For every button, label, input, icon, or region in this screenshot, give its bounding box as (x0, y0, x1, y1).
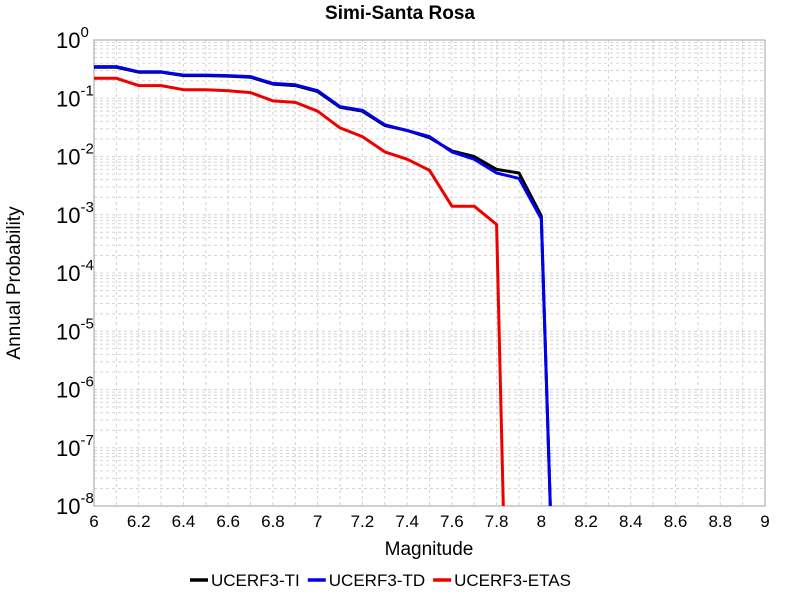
y-tick-label: 10-7 (56, 432, 94, 461)
series-line-1 (94, 65, 552, 507)
x-tick-label: 6.4 (172, 512, 196, 531)
x-tick-label: 8.6 (664, 512, 688, 531)
legend: UCERF3-TI UCERF3-TD UCERF3-ETAS (190, 571, 571, 590)
x-tick-label: 8 (537, 512, 546, 531)
x-tick-label: 7.6 (440, 512, 464, 531)
x-tick-label: 6.8 (261, 512, 285, 531)
y-tick-label: 10-6 (56, 374, 94, 403)
legend-label-1: UCERF3-TD (329, 571, 425, 590)
grid (93, 40, 766, 507)
x-tick-label: 7.2 (351, 512, 375, 531)
x-tick-labels: 6 6.2 6.4 6.6 6.8 7 7.2 7.4 7.6 7.8 8 8.2 8.4 8.6 8.8 9 (89, 512, 769, 531)
x-tick-label: 9 (760, 512, 769, 531)
y-tick-label: 10-1 (56, 82, 94, 111)
x-tick-label: 8.4 (619, 512, 643, 531)
x-tick-label: 7 (313, 512, 322, 531)
x-tick-label: 8.8 (708, 512, 732, 531)
y-tick-label: 10-8 (56, 490, 94, 519)
y-tick-label: 10-5 (56, 315, 94, 344)
y-tick-label: 100 (56, 24, 89, 53)
y-tick-label: 10-4 (56, 257, 94, 286)
plot-frame (93, 39, 766, 507)
x-tick-label: 6.6 (216, 512, 240, 531)
legend-label-0: UCERF3-TI (211, 571, 300, 590)
x-axis-label: Magnitude (385, 539, 474, 560)
x-tick-label: 8.2 (574, 512, 598, 531)
series-layer (94, 65, 552, 507)
series-line-2 (94, 76, 505, 507)
y-tick-labels: 100 10-1 10-2 10-3 10-4 10-5 10-6 10-7 10-8 (56, 24, 94, 519)
y-axis-label: Annual Probability (4, 206, 25, 360)
y-tick-label: 10-3 (56, 199, 94, 228)
x-tick-label: 7.4 (395, 512, 419, 531)
x-tick-label: 6 (89, 512, 98, 531)
legend-label-2: UCERF3-ETAS (454, 571, 571, 590)
x-tick-label: 6.2 (127, 512, 151, 531)
x-tick-label: 7.8 (485, 512, 509, 531)
chart-title: Simi-Santa Rosa (325, 3, 475, 24)
y-tick-label: 10-2 (56, 141, 94, 170)
